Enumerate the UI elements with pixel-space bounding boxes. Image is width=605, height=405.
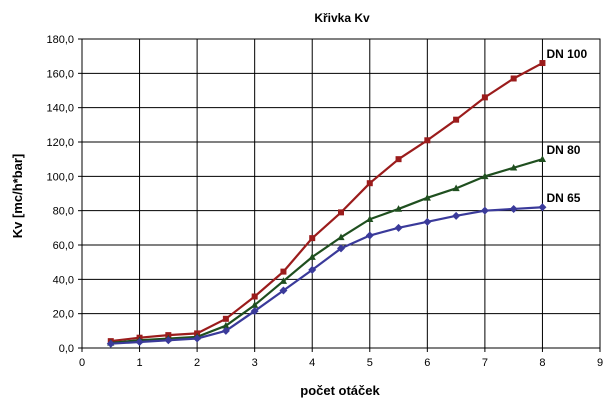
data-point [366, 180, 373, 187]
x-tick-label: 1 [136, 357, 142, 369]
x-axis-title: počet otáček [300, 383, 380, 398]
data-point [308, 265, 317, 274]
plot-area-frame [81, 38, 601, 349]
data-point [251, 301, 259, 308]
series-line-dn-80 [110, 158, 543, 344]
data-point [424, 137, 431, 144]
data-point [337, 233, 345, 241]
x-tick-label: 3 [252, 357, 258, 369]
data-point [481, 94, 488, 101]
y-tick-label: 180,0 [46, 34, 74, 46]
x-tick-label: 4 [309, 357, 315, 369]
data-point [164, 336, 173, 345]
series-dn-80: DN 80 [107, 143, 581, 346]
data-point [308, 253, 316, 260]
data-point [481, 172, 489, 180]
data-point [337, 244, 345, 253]
x-tick-label: 5 [367, 357, 373, 369]
y-tick-label: 100,0 [46, 171, 74, 183]
x-tick-label: 7 [482, 357, 488, 369]
y-tick-label: 120,0 [46, 137, 74, 149]
data-point [539, 60, 546, 67]
series-dn-100: DN 100 [107, 47, 587, 345]
y-tick-label: 80,0 [53, 206, 74, 218]
data-point [538, 203, 547, 212]
data-point [423, 193, 431, 201]
y-axis-title: Kv [mc/h*bar] [10, 154, 25, 239]
data-point [538, 155, 547, 162]
y-tick-label: 20,0 [53, 309, 74, 321]
data-point [251, 293, 258, 300]
series-label-dn-65: DN 65 [546, 191, 580, 205]
grid [81, 38, 601, 349]
series-label-dn-100: DN 100 [546, 47, 587, 61]
data-point [423, 217, 432, 226]
series-dn-65: DN 65 [106, 191, 581, 348]
data-point [250, 307, 259, 316]
data-point [394, 205, 403, 212]
data-point [453, 116, 460, 123]
data-point [366, 215, 374, 223]
data-point [279, 277, 288, 284]
data-point [106, 339, 115, 348]
x-tick-label: 9 [597, 357, 603, 369]
data-point [395, 156, 402, 163]
data-point [509, 204, 518, 213]
chart-title: Křivka Kv [314, 11, 370, 25]
y-tick-label: 0,0 [59, 343, 74, 355]
data-point [365, 231, 374, 240]
x-tick-label: 2 [194, 357, 200, 369]
x-tick-label: 6 [424, 357, 430, 369]
data-point [480, 206, 489, 215]
data-point [309, 235, 316, 242]
data-point [394, 223, 403, 232]
data-point [510, 163, 518, 171]
data-point [452, 211, 461, 220]
data-point [221, 326, 230, 335]
series-line-dn-100 [110, 62, 543, 343]
data-point [222, 315, 229, 322]
data-point [193, 334, 202, 343]
y-tick-label: 160,0 [46, 68, 74, 80]
data-point [135, 337, 144, 346]
series-group: DN 100 DN 80 DN 65 [106, 47, 587, 348]
x-tick-label: 8 [539, 357, 545, 369]
data-point [279, 286, 288, 295]
x-axis-ticks: 0 1 2 3 4 5 6 7 8 9 [79, 348, 603, 369]
y-tick-label: 40,0 [53, 274, 74, 286]
x-tick-label: 0 [79, 357, 85, 369]
data-point [338, 209, 344, 216]
y-tick-label: 60,0 [53, 240, 74, 252]
series-label-dn-80: DN 80 [546, 143, 580, 157]
y-axis-ticks: 0,0 20,0 40,0 60,0 80,0 100,0 120,0 140,0 160,0 1… [46, 34, 82, 355]
data-point [222, 321, 230, 329]
data-point [510, 75, 517, 82]
data-point [452, 184, 460, 192]
data-point [280, 268, 287, 275]
series-line-dn-65 [110, 206, 543, 345]
y-tick-label: 140,0 [46, 103, 74, 115]
